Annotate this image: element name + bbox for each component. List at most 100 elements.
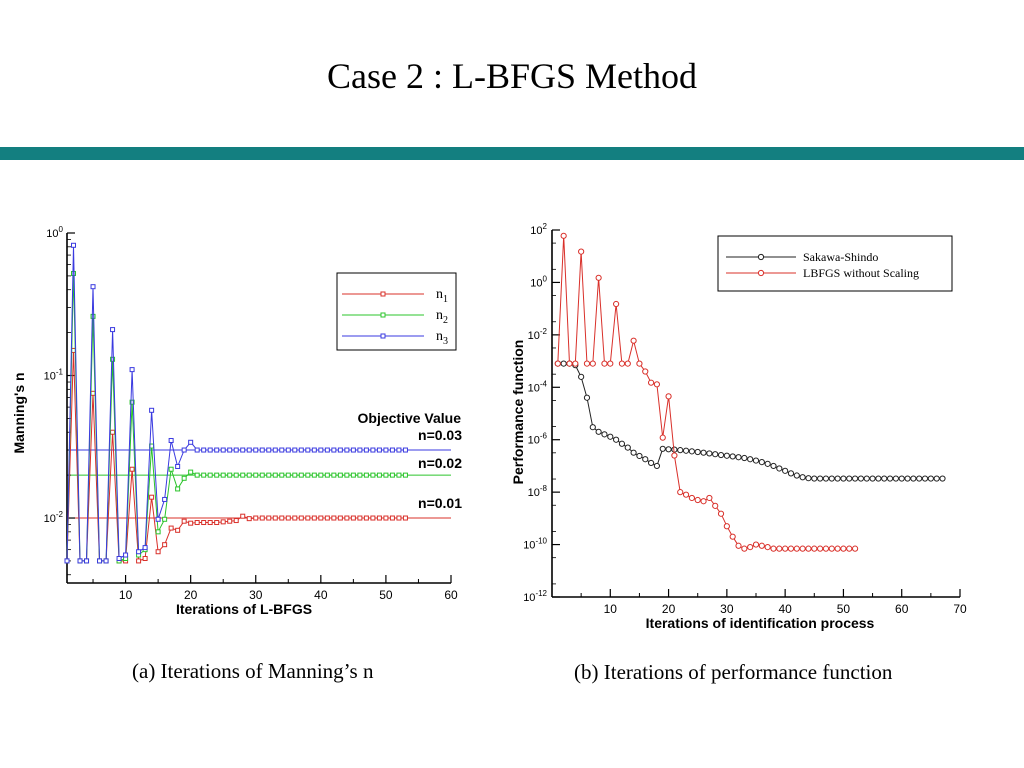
data-point — [647, 459, 655, 467]
data-point — [927, 475, 934, 482]
data-point — [630, 337, 637, 344]
data-point-n1 — [194, 520, 200, 526]
data-point-n3 — [370, 447, 376, 453]
data-point-n1 — [266, 515, 272, 521]
data-point — [764, 544, 771, 551]
data-point-n3 — [350, 447, 356, 453]
data-point-n1 — [188, 520, 194, 526]
data-point-n1 — [142, 555, 148, 561]
data-point-n3 — [201, 447, 207, 453]
data-point — [735, 542, 742, 549]
data-point — [881, 475, 888, 482]
y-tick-label: 10-10 — [523, 537, 547, 552]
data-point-n1 — [240, 513, 246, 519]
data-point-n3 — [246, 447, 252, 453]
x-tick-label: 10 — [119, 588, 133, 602]
x-tick-label: 40 — [314, 588, 328, 602]
data-point-n2 — [272, 472, 278, 478]
data-point — [653, 381, 661, 388]
data-point — [717, 510, 725, 517]
data-point-n2 — [240, 472, 246, 478]
data-point — [688, 448, 695, 455]
data-point — [618, 360, 626, 367]
data-point — [846, 545, 853, 552]
data-point-n2 — [357, 472, 363, 478]
data-point-n1 — [350, 515, 356, 521]
data-point — [811, 545, 818, 552]
data-point — [811, 475, 818, 482]
y-tick-label: 10-2 — [528, 327, 548, 342]
data-point-n3 — [233, 447, 239, 453]
data-point — [840, 545, 847, 552]
data-point-n1 — [298, 515, 304, 521]
data-point-n3 — [97, 558, 103, 564]
data-point-n3 — [279, 447, 285, 453]
data-point-n2 — [363, 472, 369, 478]
data-point-n2 — [168, 466, 174, 472]
data-point — [665, 393, 672, 400]
data-point-n1 — [220, 519, 226, 525]
data-point-n3 — [84, 558, 90, 564]
data-point-n1 — [253, 515, 259, 521]
data-point-n2 — [220, 472, 226, 478]
slide-title: Case 2 : L-BFGS Method — [326, 56, 697, 96]
data-point — [601, 431, 608, 438]
data-point-n1 — [389, 515, 395, 521]
data-point-n1 — [344, 515, 350, 521]
y-axis-label: Performance function — [510, 340, 526, 485]
data-point-n3 — [103, 558, 109, 564]
data-point — [624, 360, 631, 367]
data-point — [921, 475, 929, 482]
data-point-n1 — [155, 549, 161, 555]
data-point — [770, 462, 777, 470]
data-point — [851, 475, 859, 482]
data-point — [682, 491, 690, 498]
x-tick-label: 60 — [444, 588, 458, 602]
y-axis-label: Manning's n — [11, 372, 27, 453]
data-point — [682, 447, 690, 454]
data-point-n2 — [233, 472, 239, 478]
data-point-n3 — [71, 242, 77, 248]
data-point-n1 — [337, 515, 343, 521]
data-point — [817, 475, 824, 482]
data-point-n2 — [305, 472, 311, 478]
data-point-n3 — [376, 447, 382, 453]
x-axis-label: Iterations of L-BFGS — [176, 601, 312, 617]
data-point — [793, 472, 800, 479]
data-point-n2 — [259, 472, 265, 478]
series-0 — [554, 360, 946, 482]
data-point-n3 — [240, 447, 246, 453]
data-point — [700, 449, 707, 456]
data-point — [776, 545, 783, 552]
data-point-n2 — [318, 472, 324, 478]
data-point — [589, 360, 596, 367]
data-point — [898, 475, 905, 482]
data-point — [694, 448, 701, 456]
data-point — [799, 474, 806, 481]
data-point-n3 — [194, 447, 200, 453]
legend-label: Sakawa-Shindo — [803, 250, 878, 264]
data-point — [560, 232, 567, 239]
data-point-n2 — [188, 469, 194, 475]
data-point — [747, 456, 754, 463]
data-point — [712, 451, 719, 458]
data-point — [892, 475, 899, 482]
data-point — [817, 545, 824, 552]
data-point — [776, 465, 783, 472]
data-point-n2 — [311, 472, 317, 478]
data-point — [647, 379, 655, 386]
data-point-n3 — [331, 447, 337, 453]
data-point — [700, 498, 707, 505]
data-point — [834, 475, 841, 482]
annotation-n3: n=0.03 — [418, 427, 462, 443]
data-point-n3 — [311, 447, 317, 453]
data-point — [601, 360, 608, 367]
data-point-n1 — [201, 520, 207, 526]
y-tick-label: 10-1 — [44, 368, 64, 383]
data-point-n3 — [285, 447, 291, 453]
data-point — [712, 502, 719, 509]
data-point-n2 — [253, 472, 259, 478]
data-point — [589, 424, 596, 431]
data-point-n3 — [214, 447, 220, 453]
